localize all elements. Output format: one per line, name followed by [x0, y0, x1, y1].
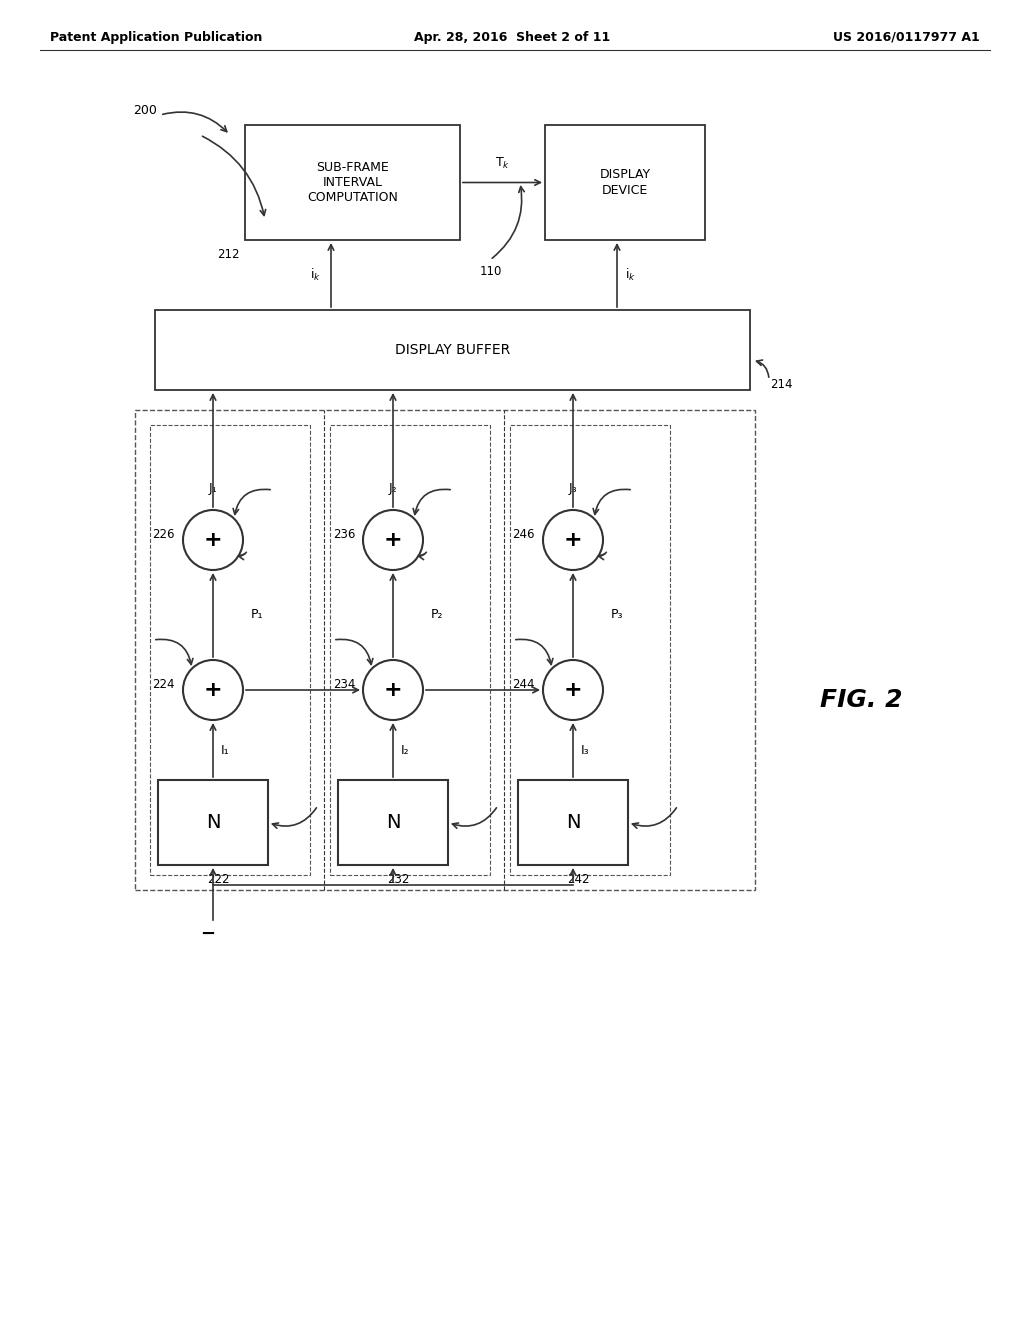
Text: Patent Application Publication: Patent Application Publication — [50, 30, 262, 44]
Text: +: + — [204, 680, 222, 700]
Text: 244: 244 — [512, 678, 535, 692]
Text: N: N — [206, 813, 220, 832]
Text: P₂: P₂ — [431, 609, 443, 622]
Text: 236: 236 — [333, 528, 355, 541]
Text: 214: 214 — [770, 379, 793, 392]
Bar — [158, 780, 268, 865]
Bar — [135, 411, 755, 890]
Text: J₁: J₁ — [209, 482, 217, 495]
Text: T$_k$: T$_k$ — [495, 156, 510, 170]
Text: 110: 110 — [480, 265, 503, 279]
Bar — [155, 310, 750, 389]
Text: 242: 242 — [566, 873, 589, 886]
Text: +: + — [563, 680, 583, 700]
Text: I₁: I₁ — [221, 743, 229, 756]
Bar — [330, 425, 490, 875]
Text: I₃: I₃ — [581, 743, 590, 756]
Text: 226: 226 — [153, 528, 175, 541]
Text: FIG. 2: FIG. 2 — [820, 688, 902, 711]
Text: +: + — [384, 531, 402, 550]
Text: 232: 232 — [387, 873, 410, 886]
Text: +: + — [204, 531, 222, 550]
Text: 212: 212 — [217, 248, 240, 261]
Text: J₃: J₃ — [568, 482, 578, 495]
Text: +: + — [563, 531, 583, 550]
Text: 224: 224 — [153, 678, 175, 692]
Text: US 2016/0117977 A1: US 2016/0117977 A1 — [834, 30, 980, 44]
Text: 246: 246 — [512, 528, 535, 541]
Text: DISPLAY
DEVICE: DISPLAY DEVICE — [599, 169, 650, 197]
Text: SUB-FRAME
INTERVAL
COMPUTATION: SUB-FRAME INTERVAL COMPUTATION — [307, 161, 398, 205]
Bar — [150, 425, 310, 875]
Text: P₃: P₃ — [611, 609, 624, 622]
Text: i$_k$: i$_k$ — [310, 267, 321, 282]
Text: J₂: J₂ — [389, 482, 397, 495]
Text: i$_k$: i$_k$ — [625, 267, 636, 282]
Text: N: N — [565, 813, 581, 832]
Text: −: − — [201, 925, 216, 942]
Text: P₁: P₁ — [251, 609, 263, 622]
Bar — [545, 125, 705, 240]
Bar — [245, 125, 460, 240]
Text: +: + — [384, 680, 402, 700]
Bar — [510, 425, 670, 875]
Bar — [338, 780, 449, 865]
Text: I₂: I₂ — [401, 743, 410, 756]
Bar — [518, 780, 628, 865]
Text: DISPLAY BUFFER: DISPLAY BUFFER — [395, 343, 510, 356]
Text: 222: 222 — [207, 873, 229, 886]
Text: 234: 234 — [333, 678, 355, 692]
Text: N: N — [386, 813, 400, 832]
Text: Apr. 28, 2016  Sheet 2 of 11: Apr. 28, 2016 Sheet 2 of 11 — [414, 30, 610, 44]
Text: 200: 200 — [133, 103, 157, 116]
